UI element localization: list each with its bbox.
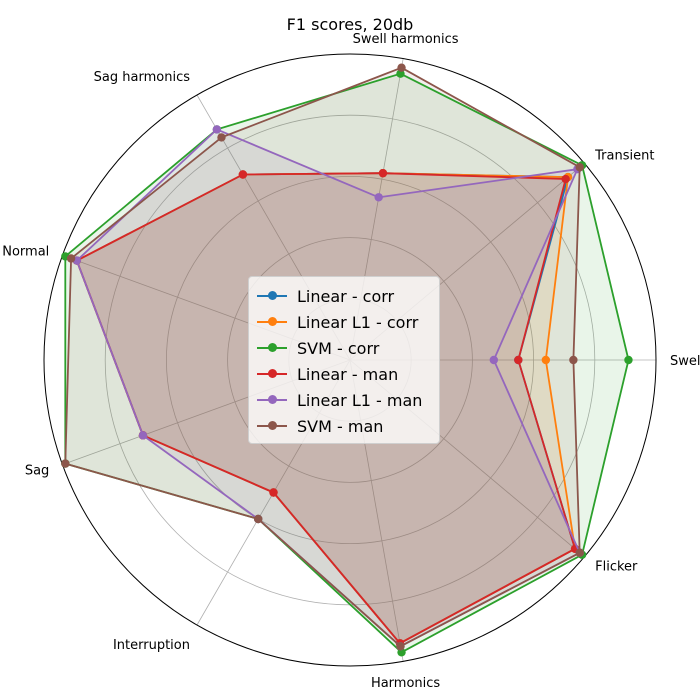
- axis-label: Swell harmonics: [353, 32, 459, 47]
- data-point: [541, 355, 551, 365]
- data-point: [254, 514, 263, 524]
- legend-swatch: [257, 366, 287, 382]
- outer-frame: [43, 53, 657, 667]
- chart-title: F1 scores, 20db: [287, 15, 414, 34]
- data-point: [212, 125, 222, 134]
- series-lines: [61, 63, 633, 657]
- legend-item: Linear L1 - corr: [257, 309, 431, 335]
- legend-swatch: [257, 314, 287, 330]
- data-point: [238, 170, 248, 179]
- legend-item: Linear L1 - man: [257, 387, 431, 413]
- data-point: [378, 168, 388, 178]
- legend-item: SVM - corr: [257, 335, 431, 361]
- data-point: [561, 174, 570, 184]
- data-point: [569, 355, 578, 365]
- data-point: [575, 163, 584, 172]
- legend-label: Linear - man: [297, 364, 399, 384]
- legend-label: Linear L1 - corr: [297, 312, 419, 332]
- legend-label: SVM - man: [297, 416, 384, 436]
- axis-label: Sag: [25, 463, 49, 478]
- data-point: [138, 431, 148, 440]
- legend: Linear - corr Linear L1 - corr SVM - corr L…: [248, 276, 440, 444]
- legend-item: Linear - man: [257, 361, 431, 387]
- axis-labels: Swell Transient Swell harmonics Sag harmoni…: [2, 32, 700, 691]
- data-point: [269, 488, 278, 497]
- legend-label: Linear - corr: [297, 286, 395, 306]
- legend-label: Linear L1 - man: [297, 390, 423, 410]
- data-point: [217, 133, 226, 142]
- legend-swatch: [257, 418, 287, 434]
- axis-label: Harmonics: [371, 676, 440, 691]
- data-point: [489, 355, 499, 365]
- series-line-2: [64, 72, 630, 654]
- data-point: [396, 642, 405, 651]
- data-point: [374, 193, 383, 202]
- legend-label: SVM - corr: [297, 338, 380, 358]
- data-point: [624, 355, 633, 365]
- axis-label: Normal: [2, 245, 49, 260]
- data-point: [397, 63, 406, 72]
- axis-label: Swell: [670, 354, 700, 369]
- axis-label: Interruption: [113, 638, 190, 653]
- series-5: [61, 63, 584, 651]
- series-line-5: [64, 66, 581, 648]
- data-point: [514, 355, 523, 365]
- legend-swatch: [257, 392, 287, 408]
- legend-swatch: [257, 288, 287, 304]
- legend-swatch: [257, 340, 287, 356]
- legend-item: SVM - man: [257, 413, 431, 439]
- data-point: [66, 254, 76, 263]
- axis-label: Transient: [594, 148, 654, 163]
- axis-label: Flicker: [595, 560, 638, 575]
- data-point: [575, 548, 584, 557]
- axis-label: Sag harmonics: [94, 70, 191, 85]
- legend-item: Linear - corr: [257, 283, 431, 309]
- data-point: [61, 459, 70, 468]
